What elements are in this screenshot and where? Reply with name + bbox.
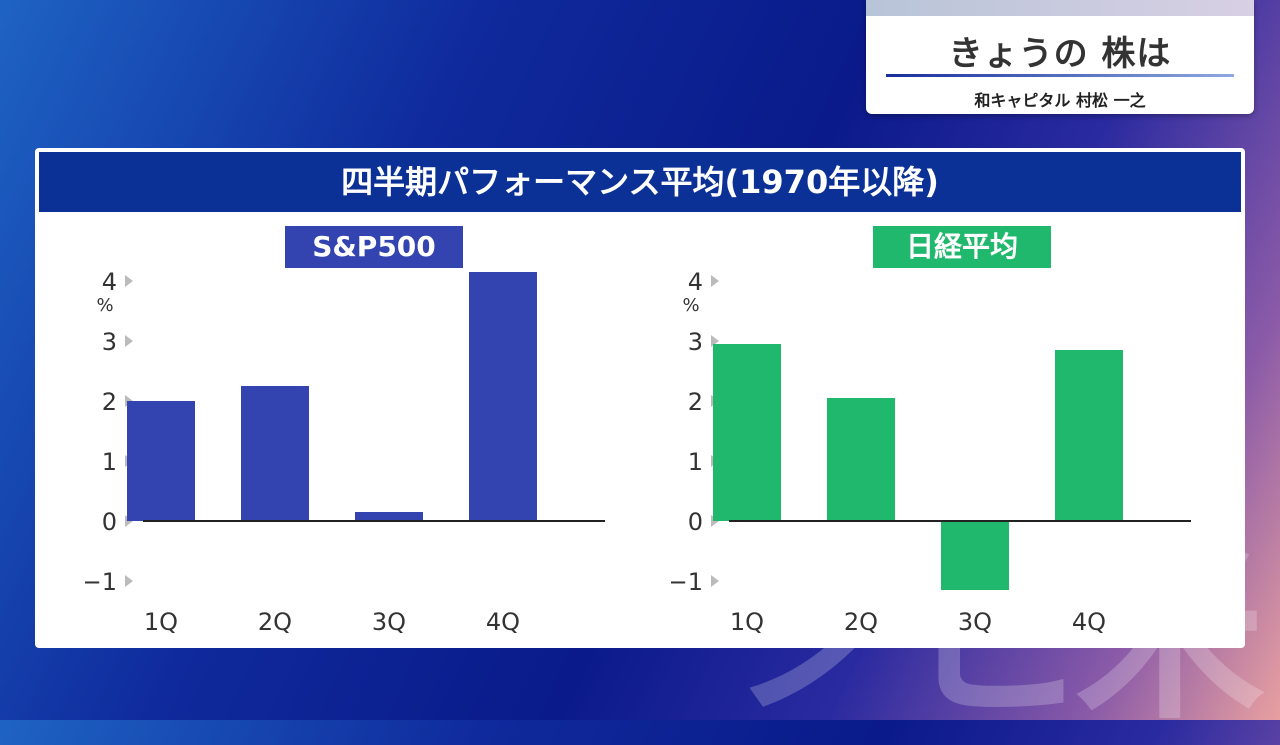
sp500-ytick-label: −1: [85, 568, 117, 596]
nikkei-bar-3Q: [941, 521, 1009, 590]
title-divider: [886, 74, 1234, 77]
sp500-ytick-marker: [125, 575, 133, 587]
nikkei-category-label: 1Q: [730, 608, 764, 636]
segment-title-box: きょうの 株は 和キャピタル 村松 一之: [866, 0, 1254, 114]
nikkei-bar-2Q: [827, 398, 895, 521]
title-strip: [866, 0, 1254, 16]
sp500-y-unit: %: [96, 295, 113, 316]
sp500-category-label: 4Q: [486, 608, 520, 636]
sp500-chart: 4 3 2 1 0 −1% 1Q 2Q 3Q 4Q: [85, 268, 605, 636]
sp500-ytick-label: 4: [102, 268, 117, 296]
nikkei-bar-1Q: [713, 344, 781, 521]
nikkei-ytick-label: 1: [688, 448, 703, 476]
nikkei-y-unit: %: [682, 295, 699, 316]
nikkei-category-label: 2Q: [844, 608, 878, 636]
segment-title: きょうの 株は: [948, 34, 1172, 74]
nikkei-ytick-label: 0: [688, 508, 703, 536]
sp500-ytick-label: 2: [102, 388, 117, 416]
sp500-category-label: 1Q: [144, 608, 178, 636]
chart-panel: 四半期パフォーマンス平均(1970年以降) S&P500 日経平均 4 3 2 1 0 −…: [35, 148, 1245, 648]
sp500-ytick-marker: [125, 275, 133, 287]
nikkei-label: 日経平均: [873, 226, 1051, 268]
nikkei-ytick-label: 2: [688, 388, 703, 416]
nikkei-ytick-label: 4: [688, 268, 703, 296]
sp500-category-label: 3Q: [372, 608, 406, 636]
nikkei-ytick-label: −1: [671, 568, 703, 596]
nikkei-ytick-marker: [711, 575, 719, 587]
sp500-bar-3Q: [355, 512, 423, 521]
sp500-ytick-label: 0: [102, 508, 117, 536]
sp500-bar-1Q: [127, 401, 195, 521]
sp500-bar-2Q: [241, 386, 309, 521]
nikkei-ytick-label: 3: [688, 328, 703, 356]
panel-title: 四半期パフォーマンス平均(1970年以降): [39, 152, 1241, 212]
nikkei-category-label: 4Q: [1072, 608, 1106, 636]
sp500-ytick-label: 3: [102, 328, 117, 356]
nikkei-bar-4Q: [1055, 350, 1123, 521]
nikkei-ytick-marker: [711, 275, 719, 287]
nikkei-chart: 4 3 2 1 0 −1% 1Q 2Q 3Q 4Q: [671, 268, 1191, 636]
sp500-bar-4Q: [469, 272, 537, 521]
sp500-category-label: 2Q: [258, 608, 292, 636]
sp500-label: S&P500: [285, 226, 463, 268]
sp500-ytick-marker: [125, 335, 133, 347]
presenter-name: 和キャピタル 村松 一之: [974, 91, 1146, 110]
sp500-ytick-label: 1: [102, 448, 117, 476]
nikkei-category-label: 3Q: [958, 608, 992, 636]
